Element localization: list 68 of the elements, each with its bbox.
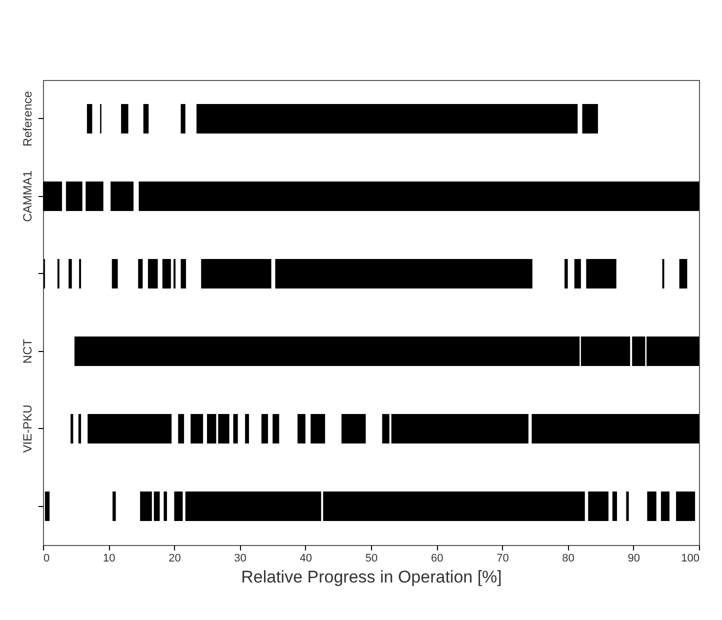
bar (275, 259, 532, 288)
bar (78, 414, 82, 444)
bar (298, 414, 306, 444)
bar (660, 492, 670, 521)
bar (626, 492, 629, 521)
bar (532, 414, 699, 444)
x-tick-label: 10 (102, 552, 116, 564)
bar (70, 414, 74, 444)
bar (112, 259, 118, 288)
bar (174, 492, 183, 521)
x-tick-label: 20 (168, 552, 181, 564)
x-tick-label: 100 (681, 552, 700, 564)
bar (162, 259, 171, 288)
bar (140, 492, 152, 521)
bar (679, 259, 688, 288)
bar (676, 492, 696, 521)
y-tick-label: CAMMA1 (20, 170, 34, 222)
x-tick-label: 30 (234, 552, 246, 564)
bar (154, 492, 160, 521)
bar (586, 259, 616, 288)
x-tick-label: 70 (496, 552, 509, 564)
bar (185, 492, 322, 521)
bar (196, 104, 578, 134)
x-axis-title: Relative Progress in Operation [%] (241, 568, 502, 586)
bar (382, 414, 390, 444)
bar (218, 414, 230, 444)
x-tick-label: 60 (430, 552, 444, 564)
bar (272, 414, 280, 444)
x-tick-label: 90 (628, 552, 640, 564)
bar (86, 104, 92, 134)
x-tick-label: 50 (365, 552, 378, 564)
bar (201, 259, 272, 288)
bar (582, 104, 598, 134)
bar (323, 492, 585, 521)
bar (180, 259, 186, 288)
bar (88, 414, 172, 444)
bar (564, 259, 568, 288)
y-tick-label: NCT (20, 338, 34, 364)
bar (86, 182, 104, 211)
bar (190, 414, 204, 444)
y-tick-label: VIE-PKU (20, 404, 34, 453)
bar (588, 492, 608, 521)
y-tick-label: Reference (20, 90, 34, 146)
bar (310, 414, 326, 444)
bar (207, 414, 216, 444)
bar (148, 259, 158, 288)
bar (66, 182, 82, 211)
bar (110, 182, 134, 211)
bar (180, 104, 186, 134)
bar (164, 492, 167, 521)
bar (138, 182, 699, 211)
bar (341, 414, 366, 444)
bar (612, 492, 617, 521)
bar (261, 414, 268, 444)
bar (391, 414, 528, 444)
bar (574, 259, 581, 288)
bar (245, 414, 249, 444)
bar (121, 104, 128, 134)
x-tick-label: 80 (562, 552, 574, 564)
x-tick-label: 0 (44, 552, 50, 564)
x-tick-label: 40 (300, 552, 312, 564)
bar (138, 259, 143, 288)
bar (68, 259, 72, 288)
bar (647, 492, 656, 521)
bar (178, 414, 184, 444)
bar (143, 104, 149, 134)
bar (233, 414, 238, 444)
bar (112, 492, 116, 521)
